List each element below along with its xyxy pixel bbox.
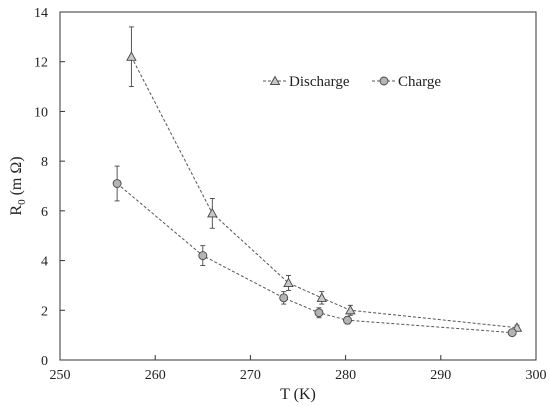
legend-marker-charge [379, 76, 389, 86]
y-tick-label: 6 [41, 205, 48, 220]
data-point-charge [507, 328, 517, 338]
series-charge [112, 165, 517, 338]
series-layer [112, 26, 523, 338]
y-axis-label-main: R [8, 205, 25, 216]
series-discharge [126, 26, 523, 332]
legend-label-discharge: Discharge [289, 74, 350, 90]
data-point-charge [112, 179, 122, 188]
y-tick-label: 2 [41, 304, 48, 319]
y-tick-label: 10 [34, 105, 48, 120]
data-point-discharge [207, 207, 218, 218]
legend-marker-discharge [269, 75, 281, 86]
data-point-charge [198, 251, 208, 261]
y-axis-label-subscript: 0 [16, 199, 28, 205]
data-point-charge [314, 308, 324, 318]
x-tick-label: 270 [240, 368, 261, 383]
data-point-discharge [345, 304, 356, 315]
y-tick-label: 4 [41, 255, 48, 270]
axes: 250 260 270 280 290 300 0 2 4 6 8 10 12 14 [34, 6, 547, 383]
legend-item-discharge: Discharge [263, 74, 350, 90]
data-point-discharge [316, 292, 328, 302]
data-point-discharge [283, 277, 294, 287]
legend: Discharge Charge [263, 74, 441, 90]
data-point-charge [343, 315, 352, 325]
x-tick-label: 290 [430, 368, 451, 383]
data-point-charge [279, 293, 289, 303]
y-axis-label-unit: (m Ω) [8, 156, 25, 195]
legend-item-charge: Charge [372, 74, 441, 90]
plot-frame [59, 11, 537, 361]
y-axis-label: R0 (m Ω) [8, 156, 28, 215]
y-tick-label: 12 [34, 56, 48, 71]
y-tick-label: 8 [41, 155, 48, 170]
x-tick-label: 300 [526, 368, 547, 383]
y-tick-label: 14 [34, 6, 48, 21]
legend-label-charge: Charge [398, 74, 441, 90]
x-tick-label: 250 [50, 368, 71, 383]
series-line-charge [116, 183, 513, 334]
series-line-discharge [130, 56, 518, 329]
x-tick-label: 260 [145, 368, 166, 383]
x-axis-label: T (K) [280, 386, 316, 403]
x-tick-label: 280 [335, 368, 356, 383]
y-tick-label: 0 [41, 354, 48, 369]
data-point-discharge [126, 51, 137, 61]
